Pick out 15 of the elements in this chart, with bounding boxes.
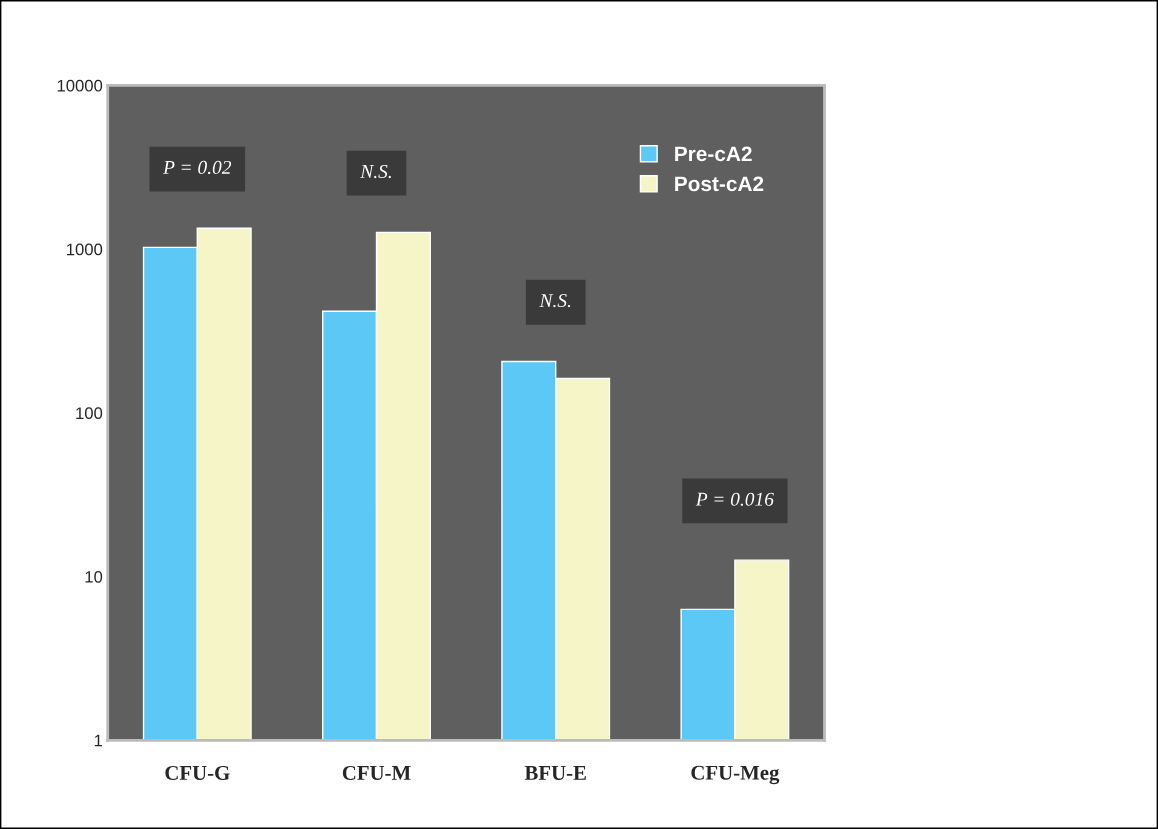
y-tick-label: 1000 [67, 243, 103, 256]
x-tick-label: CFU-G [165, 765, 230, 780]
x-tick-label: CFU-Meg [691, 765, 780, 785]
legend-label: Pre-cA2 [675, 146, 752, 162]
legend-label: Post-cA2 [675, 176, 764, 192]
annotation: N.S. [360, 164, 391, 179]
annotation: P = 0.016 [695, 492, 774, 506]
y-tick-label: 100 [76, 407, 103, 420]
annotation: P = 0.02 [162, 160, 232, 175]
annotation: N.S. [539, 294, 571, 308]
x-tick-label: BFU-E [524, 766, 586, 780]
y-tick-label: 1 [94, 734, 103, 747]
x-tick-label: CFU-M [342, 765, 411, 780]
y-tick-label: 10000 [57, 79, 103, 92]
y-tick-label: 10 [85, 570, 103, 583]
